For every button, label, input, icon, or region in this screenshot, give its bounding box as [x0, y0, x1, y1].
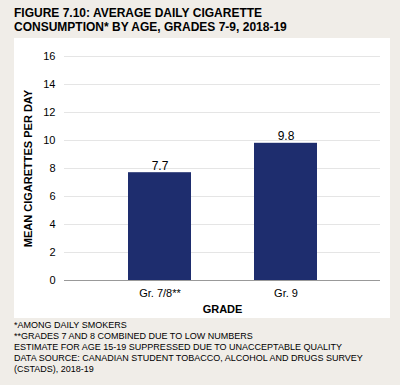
html-text:FIGURE 7.10: AVERAGE DAILY CIG: FIGURE 7.10: AVERAGE DAILY CIGARETTE: [14, 6, 262, 20]
svg-text:10: 10: [43, 134, 55, 146]
html-text:ESTIMATE FOR AGE 15-19 SUPPRES: ESTIMATE FOR AGE 15-19 SUPPRESSED DUE TO…: [14, 342, 342, 352]
svg-text:2: 2: [49, 246, 55, 258]
html-text:DATA SOURCE: CANADIAN STUDENT: DATA SOURCE: CANADIAN STUDENT TOBACCO, A…: [14, 353, 363, 363]
html-text:(CSTADS), 2018-19: (CSTADS), 2018-19: [14, 364, 94, 374]
svg-text:GRADE: GRADE: [203, 303, 243, 315]
svg-text:6: 6: [49, 190, 55, 202]
svg-text:MEAN CIGARETTES PER DAY: MEAN CIGARETTES PER DAY: [22, 89, 34, 247]
svg-text:Gr. 9: Gr. 9: [274, 287, 298, 299]
svg-text:0: 0: [49, 274, 55, 286]
svg-text:9.8: 9.8: [278, 129, 295, 143]
html-text:CONSUMPTION* BY AGE, GRADES 7-: CONSUMPTION* BY AGE, GRADES 7-9, 2018-19: [14, 20, 287, 34]
svg-text:7.7: 7.7: [152, 159, 169, 173]
svg-text:Gr. 7/8**: Gr. 7/8**: [139, 287, 181, 299]
svg-text:8: 8: [49, 162, 55, 174]
svg-text:4: 4: [49, 218, 55, 230]
svg-text:14: 14: [43, 78, 55, 90]
svg-text:16: 16: [43, 50, 55, 62]
svg-text:12: 12: [43, 106, 55, 118]
html-text:**GRADES 7 AND 8 COMBINED DUE: **GRADES 7 AND 8 COMBINED DUE TO LOW NUM…: [14, 331, 253, 341]
html-text:*AMONG DAILY SMOKERS: *AMONG DAILY SMOKERS: [14, 320, 127, 330]
